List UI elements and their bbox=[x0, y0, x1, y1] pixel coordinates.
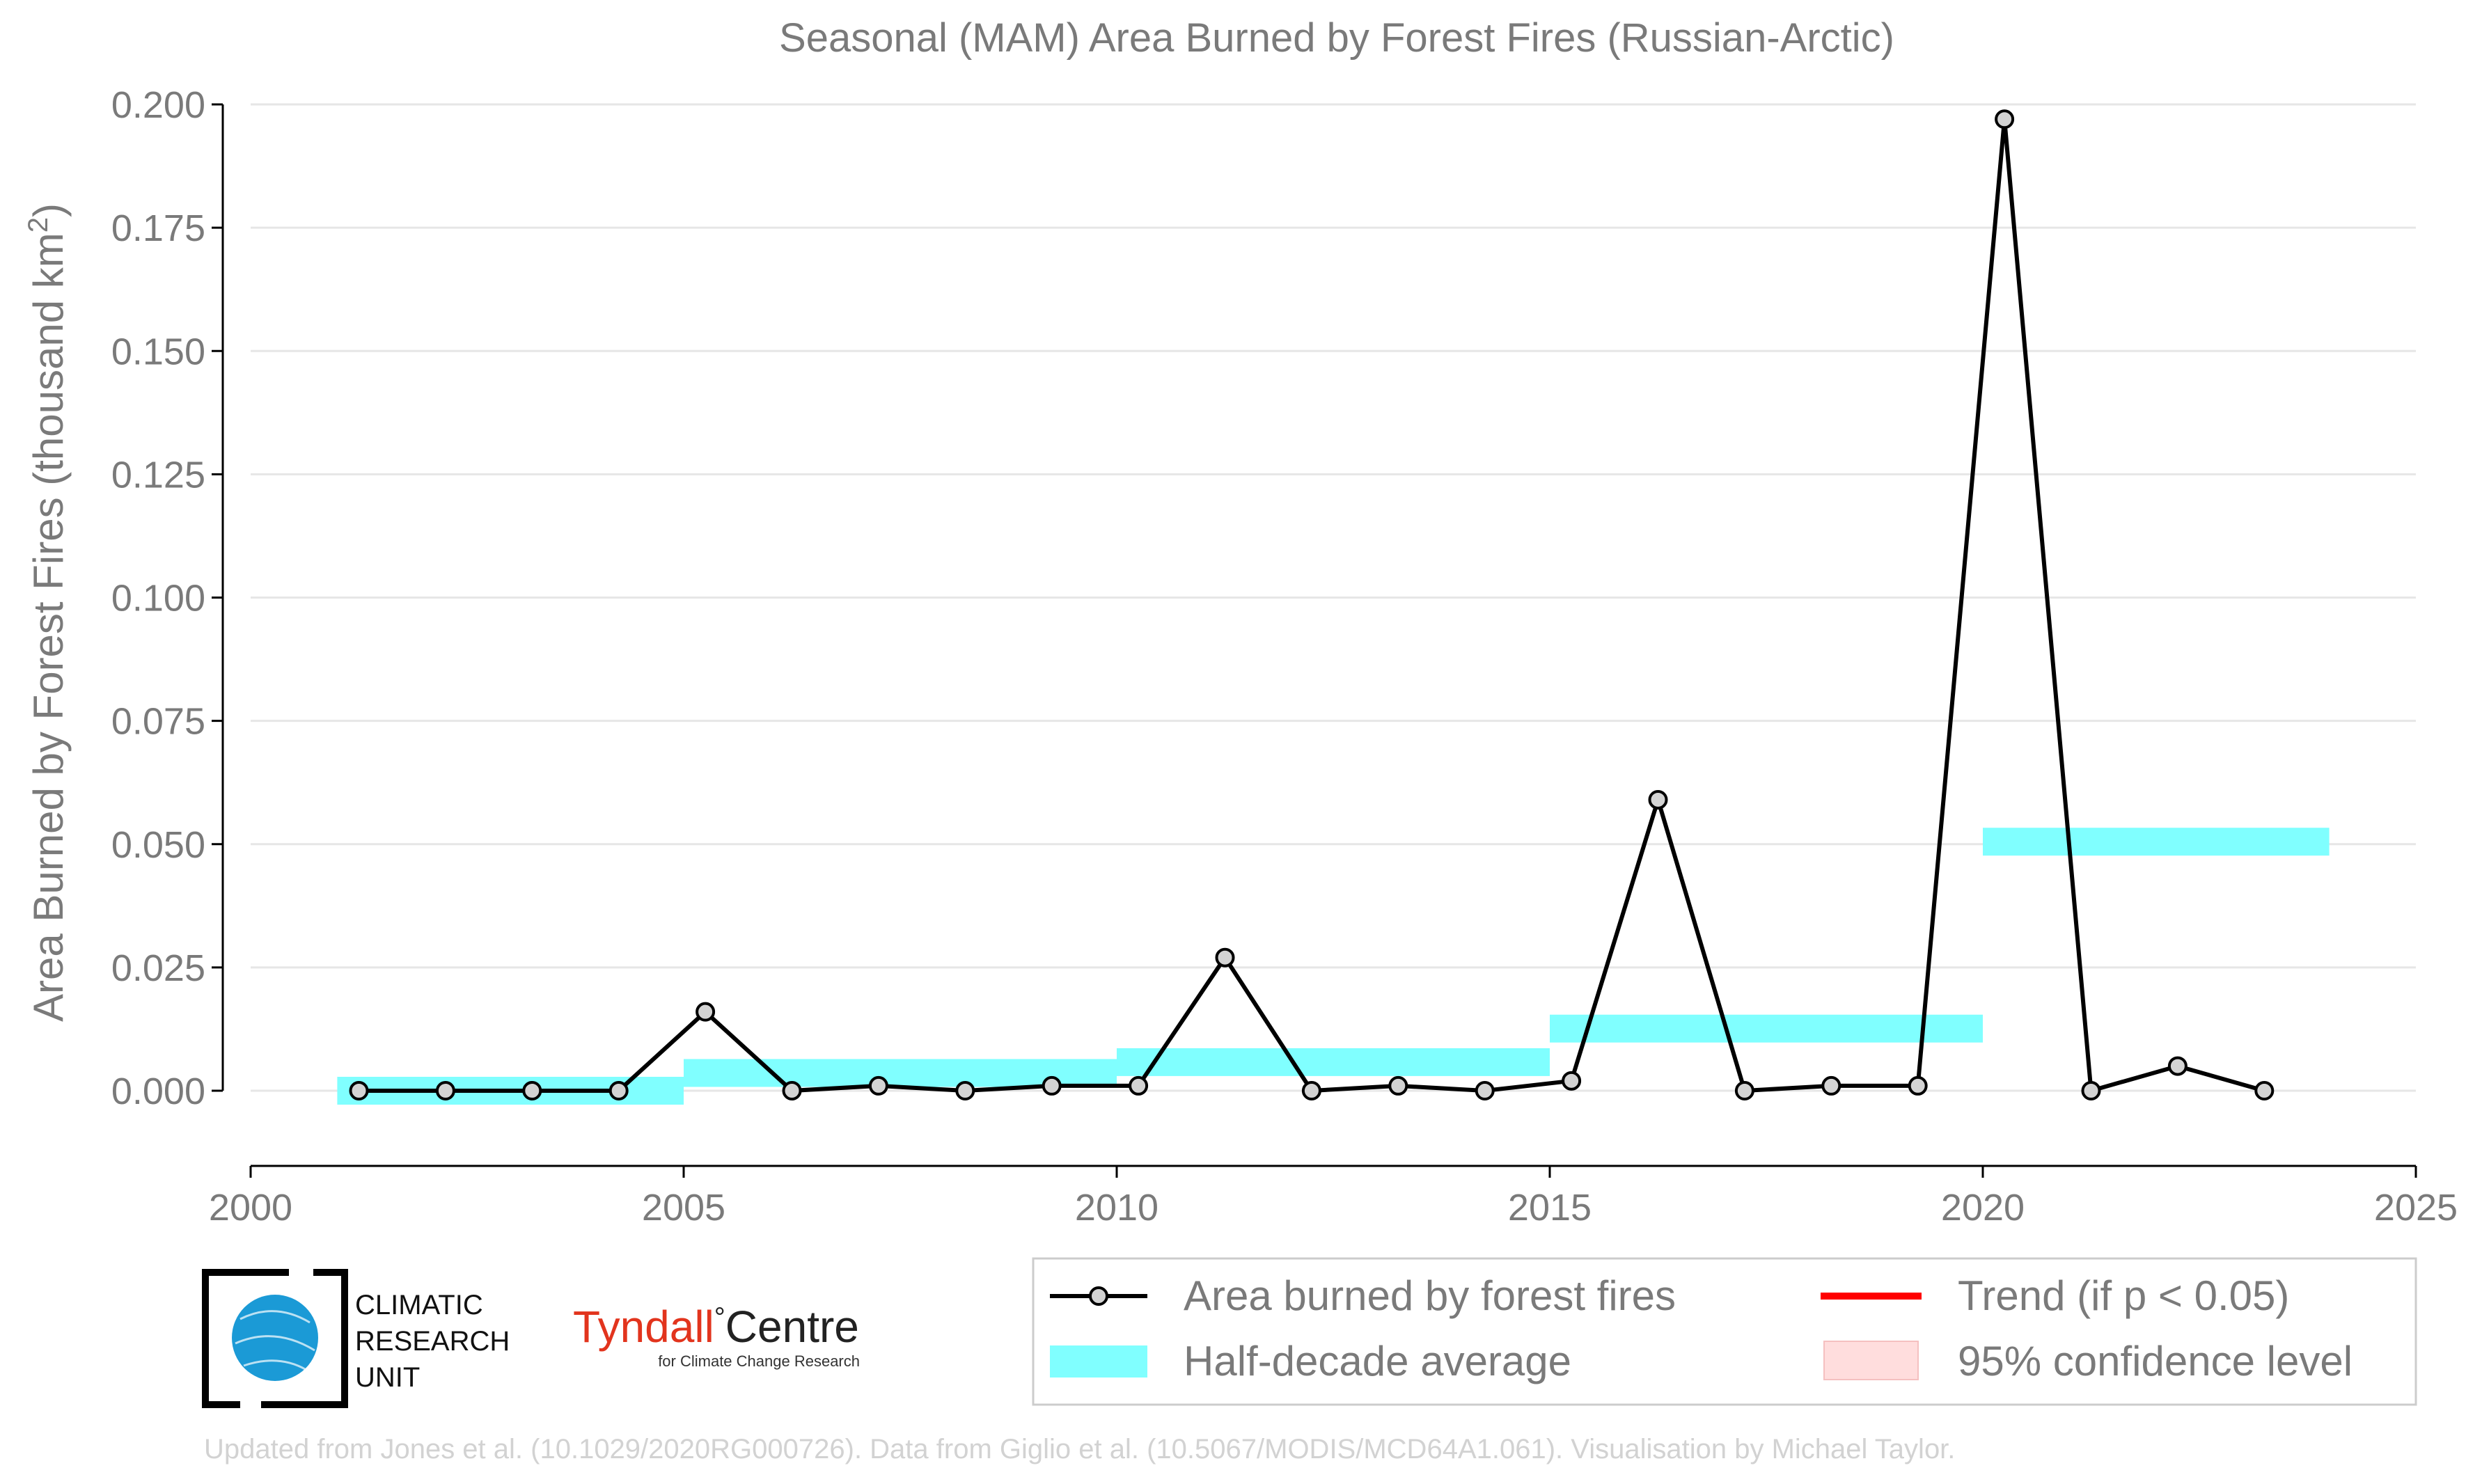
y-tick-label: 0.100 bbox=[111, 578, 205, 619]
data-point bbox=[435, 1081, 455, 1100]
data-point bbox=[1908, 1075, 1928, 1096]
y-tick-label: 0.200 bbox=[111, 84, 205, 126]
y-axis-label-sup: 2 bbox=[23, 217, 54, 232]
credit-text: Updated from Jones et al. (10.1029/2020R… bbox=[204, 1434, 1955, 1465]
series-line bbox=[359, 117, 2265, 1093]
data-point bbox=[1042, 1075, 1062, 1096]
data-point bbox=[1995, 109, 2015, 129]
cru-text-2: RESEARCH bbox=[355, 1326, 510, 1357]
cru-bracket-left bbox=[202, 1269, 289, 1408]
tyndall-main: Tyndall bbox=[573, 1302, 714, 1352]
legend-label-confidence: 95% confidence level bbox=[1958, 1338, 2353, 1384]
legend-box bbox=[1032, 1257, 2417, 1406]
half-decade-band bbox=[1550, 1014, 1983, 1043]
tyndall-degree: ° bbox=[714, 1302, 725, 1333]
globe-swirl-2 bbox=[235, 1335, 315, 1352]
x-tick-label: 2005 bbox=[642, 1187, 725, 1229]
data-point bbox=[696, 1002, 716, 1022]
y-grid bbox=[251, 103, 2416, 1092]
data-point bbox=[608, 1081, 629, 1100]
chart-title: Seasonal (MAM) Area Burned by Forest Fir… bbox=[779, 15, 1894, 61]
data-point bbox=[1648, 789, 1668, 810]
data-point bbox=[1562, 1071, 1582, 1091]
cru-bracket-right bbox=[261, 1269, 348, 1408]
data-point bbox=[522, 1081, 542, 1100]
y-tick-label: 0.150 bbox=[111, 331, 205, 372]
x-tick-label: 2010 bbox=[1075, 1187, 1158, 1229]
y-tick-label: 0.025 bbox=[111, 947, 205, 989]
x-tick-label: 2000 bbox=[209, 1187, 292, 1229]
y-tick-label: 0.000 bbox=[111, 1071, 205, 1112]
series-points bbox=[349, 109, 2275, 1100]
globe-swirl-1 bbox=[239, 1310, 311, 1324]
data-point bbox=[1301, 1081, 1321, 1100]
data-point bbox=[2167, 1056, 2188, 1076]
cru-text-3: UNIT bbox=[355, 1362, 420, 1393]
y-axis-label-main: Area Burned by Forest Fires (thousand km bbox=[25, 232, 72, 1022]
tyndall-logo: Tyndall°Centre for Climate Change Resear… bbox=[573, 1302, 860, 1370]
tyndall-centre: Centre bbox=[725, 1302, 859, 1352]
globe-swirl-3 bbox=[243, 1359, 307, 1371]
half-decade-bands bbox=[337, 828, 2330, 1105]
x-tick-label: 2015 bbox=[1508, 1187, 1592, 1229]
legend-label-half-decade: Half-decade average bbox=[1184, 1338, 1571, 1384]
data-point bbox=[955, 1081, 975, 1100]
legend: Area burned by forest fires Half-decade … bbox=[1032, 1257, 2417, 1406]
data-point bbox=[1129, 1075, 1149, 1096]
legend-marker-area-burned bbox=[1089, 1286, 1108, 1306]
legend-label-area-burned: Area burned by forest fires bbox=[1184, 1272, 1676, 1319]
data-point bbox=[1734, 1081, 1754, 1100]
y-tick-label: 0.175 bbox=[111, 207, 205, 249]
x-ticks: 2000 2005 2010 2015 2020 2025 bbox=[209, 1166, 2458, 1229]
x-tick-label: 2020 bbox=[1941, 1187, 2025, 1229]
data-point bbox=[1821, 1075, 1841, 1096]
y-axis-label: Area Burned by Forest Fires (thousand km… bbox=[23, 203, 72, 1022]
legend-swatch-confidence bbox=[1823, 1341, 1919, 1380]
cru-logo: CLIMATIC RESEARCH UNIT bbox=[202, 1269, 510, 1408]
data-point bbox=[2254, 1081, 2275, 1100]
tyndall-subtitle: for Climate Change Research bbox=[658, 1352, 860, 1370]
data-point bbox=[349, 1081, 369, 1100]
data-point bbox=[782, 1081, 802, 1100]
data-point bbox=[2081, 1081, 2101, 1100]
legend-swatch-half-decade bbox=[1050, 1345, 1147, 1378]
half-decade-band bbox=[1983, 828, 2330, 856]
data-point bbox=[868, 1075, 888, 1096]
legend-label-trend: Trend (if p < 0.05) bbox=[1958, 1272, 2289, 1319]
x-tick-label: 2025 bbox=[2374, 1187, 2458, 1229]
half-decade-band bbox=[1117, 1048, 1550, 1076]
data-point bbox=[1475, 1081, 1495, 1100]
y-tick-label: 0.075 bbox=[111, 701, 205, 743]
y-tick-label: 0.125 bbox=[111, 454, 205, 496]
y-ticks: 0.000 0.025 0.050 0.075 0.100 0.125 0.150 0.175… bbox=[111, 84, 223, 1112]
data-point bbox=[1215, 947, 1235, 968]
tyndall-name: Tyndall°Centre bbox=[573, 1302, 859, 1352]
data-point bbox=[1388, 1075, 1408, 1096]
y-tick-label: 0.050 bbox=[111, 824, 205, 866]
y-axis-label-close: ) bbox=[25, 203, 72, 217]
cru-text-1: CLIMATIC bbox=[355, 1290, 483, 1320]
